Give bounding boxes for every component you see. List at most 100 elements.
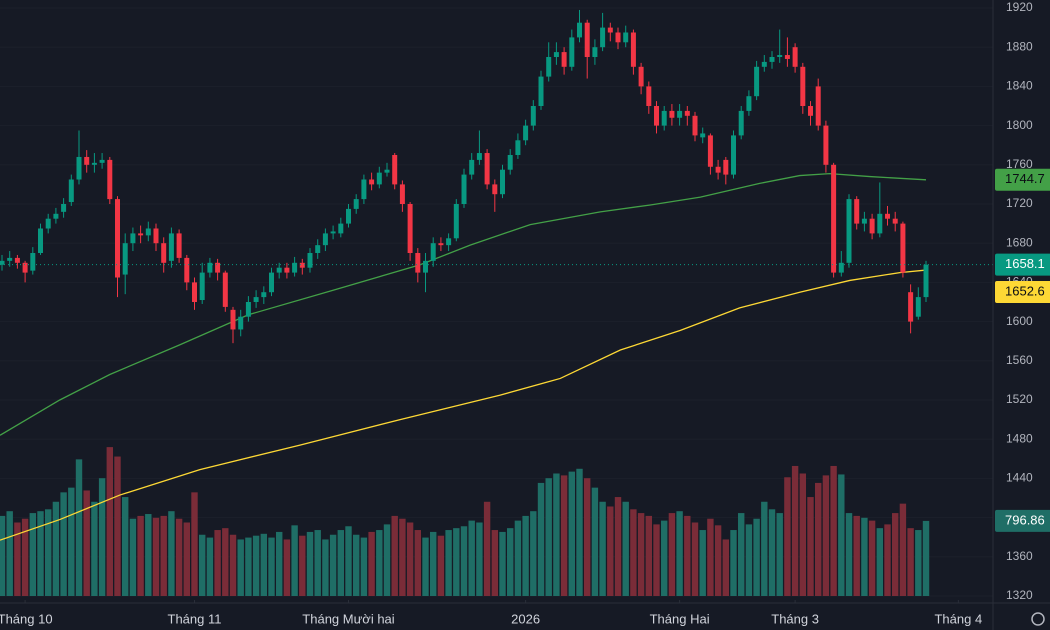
candle-body [761,61,767,67]
candle-body [438,243,444,246]
candle-body [777,55,783,57]
candle-body [569,37,575,67]
volume-bar [353,534,360,596]
volume-bar [214,530,221,596]
volume-bar [52,501,60,596]
volume-bar [791,465,799,596]
candle-body [592,47,598,57]
volume-bar [0,515,6,596]
volume-bar [191,492,198,596]
candle-body [130,233,136,244]
candle-body [723,159,729,175]
settings-icon[interactable] [1031,612,1045,626]
volume-bar [892,513,899,596]
volume-bar [406,522,414,596]
candle-body [30,253,36,271]
candle-body [530,106,536,126]
volume-bar [75,459,83,596]
volume-bar [29,513,37,596]
volume-bar [468,520,475,596]
volume-bar [114,456,121,596]
volume-bar [291,525,298,596]
candle-body [715,166,721,173]
volume-bar [861,517,868,596]
y-tick-label: 1360 [1006,549,1033,563]
volume-bar [422,537,429,596]
candle-body [338,223,344,234]
volume-bar [730,530,737,596]
volume-bar [183,522,191,596]
volume-bar [199,534,206,596]
candle-body [923,264,929,298]
candle-body [877,213,883,234]
candle-body [138,233,144,236]
candle-body [284,267,290,273]
volume-bar [437,535,445,596]
x-tick-label: Tháng 4 [934,611,982,626]
volume-bar [491,530,499,596]
plot-area [0,7,993,597]
candle-body [638,66,644,87]
candle-body [22,262,28,273]
volume-bar [106,447,114,596]
x-tick-label: Tháng 11 [168,611,222,626]
candle-body [623,32,629,43]
candle-body [577,22,583,38]
volume-bar [299,535,306,596]
candle-body [38,228,44,253]
x-tick-label: Tháng Hai [650,611,710,626]
volume-bar [645,515,653,596]
volume-bar [391,515,398,596]
candle-body [677,110,683,118]
volume-bar [591,487,599,596]
volume-bar [229,534,237,596]
candle-body [507,155,513,170]
y-tick-label: 1560 [1006,353,1033,367]
y-tick-label: 1800 [1006,118,1033,132]
volume-bar [445,530,452,596]
candle-body [654,106,660,126]
candle-body [607,27,613,33]
candle-body [161,243,167,263]
candle-body [646,86,652,106]
volume-bar [329,534,337,596]
candle-body [168,233,174,261]
candle-body [915,297,921,317]
candle-body [276,267,282,273]
y-tick-label: 1920 [1006,0,1033,14]
y-tick-label: 1320 [1006,588,1033,602]
candle-body [746,96,752,111]
volume-bar [530,511,537,596]
candle-body [407,204,413,253]
candle-body [669,110,675,118]
candle-body [684,110,690,116]
volume-bar [368,531,375,596]
volume-bar [915,530,922,596]
volume-bar [160,515,167,596]
x-tick-label: Tháng Mười hai [302,611,394,626]
volume-bar [676,511,683,596]
volume-bar [907,528,914,596]
volume-bar [322,539,329,596]
volume-bar [145,514,152,596]
volume-bar [337,530,345,596]
volume-bar [868,520,876,596]
y-tick-label: 1760 [1006,157,1033,171]
volume-bar [91,501,98,596]
volume-bar [514,520,522,596]
candle-body [823,125,829,165]
candle-body [230,309,236,330]
volume-bar [460,526,468,596]
candle-body [115,199,121,278]
candle-body [392,155,398,185]
volume-bar [430,531,437,596]
candle-body [615,32,621,43]
candle-body [731,135,737,175]
volume-bar [414,530,422,596]
volume-bar [668,513,676,596]
candle-body [754,66,760,97]
candle-body [661,110,667,126]
volume-bar [276,531,283,596]
candle-body [838,262,844,273]
candle-body [692,115,698,136]
